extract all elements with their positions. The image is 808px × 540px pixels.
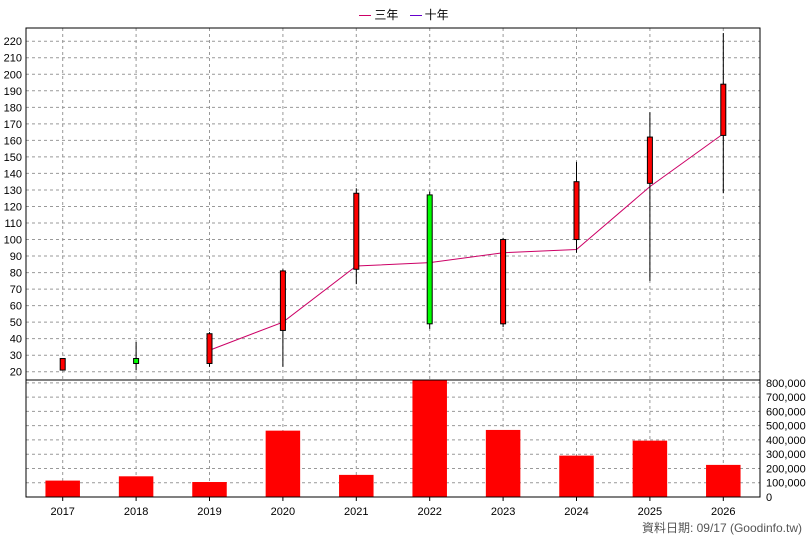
volume-y-tick-label: 500,000 — [766, 421, 806, 433]
volume-y-tick-label: 700,000 — [766, 392, 806, 404]
x-tick-label: 2024 — [564, 506, 588, 518]
candle-body — [720, 83, 727, 136]
volume-bar — [265, 430, 301, 497]
candle — [720, 32, 727, 194]
legend-swatch-ten-year — [409, 15, 422, 17]
candle — [133, 341, 140, 371]
price-y-tick-label: 30 — [10, 350, 22, 362]
candle-body — [500, 239, 507, 325]
x-tick-label: 2020 — [271, 506, 295, 518]
price-y-tick-label: 150 — [4, 152, 22, 164]
price-y-tick-label: 110 — [4, 218, 22, 230]
price-y-tick-label: 130 — [4, 185, 22, 197]
volume-bar — [632, 440, 668, 497]
x-tick-label: 2018 — [124, 506, 148, 518]
candle-body — [133, 358, 140, 364]
candle-body — [353, 192, 360, 270]
candle-body — [206, 333, 213, 364]
volume-bar — [192, 482, 227, 497]
x-tick-label: 2026 — [711, 506, 735, 518]
volume-bar — [559, 455, 594, 497]
candle — [206, 332, 213, 367]
volume-plot-frame — [25, 379, 761, 498]
price-y-tick-label: 100 — [4, 235, 22, 247]
price-y-tick-label: 90 — [10, 251, 22, 263]
price-y-tick-label: 160 — [4, 135, 22, 147]
price-y-tick-label: 20 — [10, 367, 22, 379]
price-y-tick-label: 180 — [4, 102, 22, 114]
volume-y-tick-label: 800,000 — [766, 378, 806, 390]
legend: 三年 十年 — [0, 6, 808, 23]
candle-body — [646, 136, 653, 184]
legend-swatch-three-year — [359, 15, 372, 17]
price-y-tick-label: 140 — [4, 168, 22, 180]
candle-body — [59, 358, 66, 371]
price-y-tick-label: 60 — [10, 301, 22, 313]
volume-y-tick-label: 400,000 — [766, 435, 806, 447]
candle-body — [573, 181, 580, 241]
price-y-tick-label: 190 — [4, 86, 22, 98]
legend-item-ten-year: 十年 — [409, 6, 449, 23]
x-tick-label: 2017 — [50, 506, 74, 518]
candle — [426, 191, 433, 329]
volume-bar — [339, 474, 374, 497]
candle-body — [426, 194, 433, 325]
price-y-tick-label: 210 — [4, 53, 22, 65]
price-y-tick-label: 40 — [10, 334, 22, 346]
candle — [353, 188, 360, 285]
x-tick-label: 2025 — [638, 506, 662, 518]
candle — [573, 161, 580, 253]
volume-bar — [412, 380, 447, 497]
volume-y-tick-label: 200,000 — [766, 463, 806, 475]
legend-label-ten-year: 十年 — [424, 8, 449, 22]
legend-label-three-year: 三年 — [374, 8, 399, 22]
volume-bar — [706, 464, 741, 497]
price-y-tick-label: 80 — [10, 268, 22, 280]
price-y-tick-label: 50 — [10, 317, 22, 329]
volume-y-tick-label: 100,000 — [766, 478, 806, 490]
volume-y-tick-label: 0 — [766, 492, 772, 504]
price-y-tick-label: 200 — [4, 69, 22, 81]
volume-bar — [45, 480, 80, 497]
volume-y-tick-label: 300,000 — [766, 449, 806, 461]
candle — [646, 112, 653, 281]
x-tick-label: 2022 — [417, 506, 441, 518]
candle — [500, 237, 507, 328]
candle — [59, 358, 66, 371]
ma-line-layer — [209, 133, 724, 351]
three-year-ma-line — [209, 133, 724, 351]
price-y-tick-label: 220 — [4, 36, 22, 48]
x-ticks: 2017 2018 2019 2020 2021 2022 2023 2024 2025 2026 — [50, 497, 736, 518]
volume-bar — [485, 429, 521, 497]
legend-item-three-year: 三年 — [359, 6, 398, 23]
x-tick-label: 2019 — [197, 506, 221, 518]
candle — [279, 269, 286, 367]
footer-date-note: 資料日期: 09/17 (Goodinfo.tw) — [641, 521, 802, 535]
price-y-ticks: 20 30 40 50 60 70 80 90 100 110 120 130 140 150 160 170… — [4, 36, 22, 379]
candles — [59, 32, 727, 371]
candle-body — [279, 270, 286, 331]
price-y-tick-label: 120 — [4, 201, 22, 213]
x-tick-label: 2021 — [344, 506, 368, 518]
volume-bar — [118, 476, 154, 497]
volume-y-ticks: 0 100,000 200,000 300,000 400,000 500,000 600,… — [766, 378, 806, 504]
volume-y-tick-label: 600,000 — [766, 406, 806, 418]
volume-bars — [45, 380, 741, 497]
price-y-tick-label: 170 — [4, 119, 22, 131]
plot-frames — [25, 27, 761, 498]
x-tick-label: 2023 — [491, 506, 515, 518]
price-y-tick-label: 70 — [10, 284, 22, 296]
